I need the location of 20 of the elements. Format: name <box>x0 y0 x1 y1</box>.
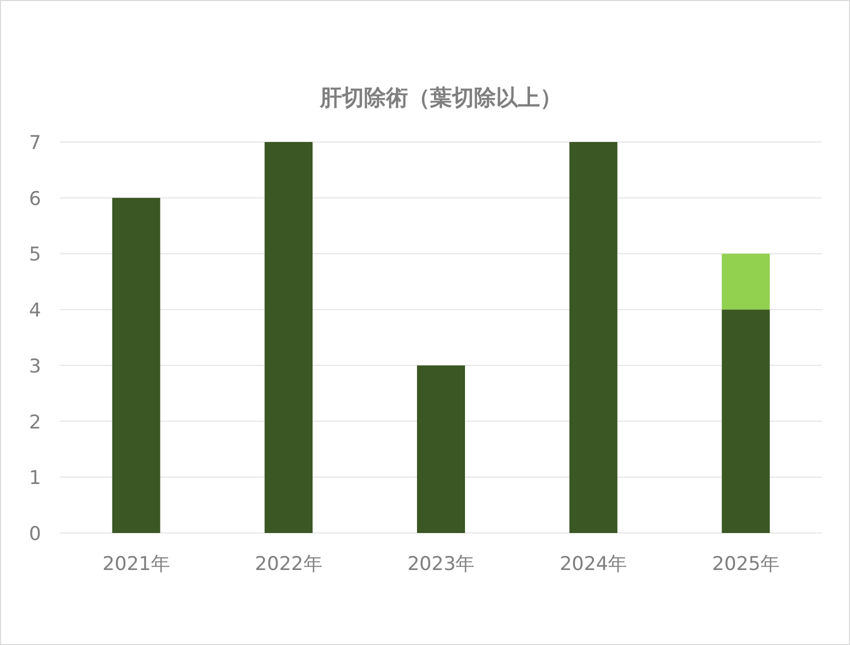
bar <box>722 254 770 310</box>
y-tick-label: 3 <box>28 355 42 378</box>
x-tick-label: 2024年 <box>560 553 628 575</box>
x-tick-label: 2021年 <box>102 553 170 575</box>
x-tick-label: 2022年 <box>254 553 322 575</box>
chart-title: 肝切除術（葉切除以上） <box>319 86 562 111</box>
y-tick-label: 7 <box>28 132 42 154</box>
y-tick-label: 1 <box>28 467 42 490</box>
x-tick-label: 2023年 <box>407 553 475 575</box>
bar <box>112 198 160 533</box>
bar <box>722 310 770 533</box>
bar <box>569 142 618 533</box>
bar <box>264 142 313 533</box>
x-tick-label: 2025年 <box>712 553 780 575</box>
y-tick-label: 6 <box>28 188 42 210</box>
y-tick-label: 5 <box>28 244 42 266</box>
bar <box>417 365 465 533</box>
y-tick-label: 4 <box>28 300 42 322</box>
y-tick-label: 2 <box>28 411 42 434</box>
y-tick-label: 0 <box>28 523 42 545</box>
